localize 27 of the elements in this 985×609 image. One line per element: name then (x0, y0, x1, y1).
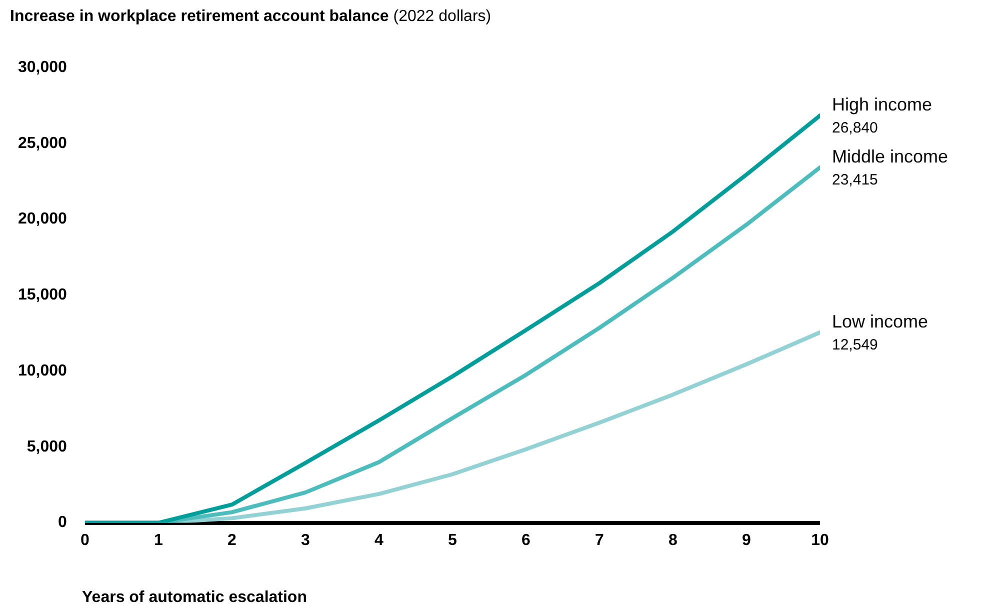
x-tick-label: 9 (742, 532, 752, 549)
x-axis-title: Years of automatic escalation (82, 589, 307, 607)
y-tick-label: 30,000 (18, 59, 68, 76)
x-tick-label: 0 (80, 532, 90, 549)
x-tick-label: 6 (522, 532, 531, 549)
x-tick-label: 1 (154, 532, 163, 549)
y-tick-label: 0 (58, 514, 68, 532)
data-label: 12,549 (832, 336, 878, 354)
series-label: High income (832, 94, 932, 115)
data-label: 26,840 (832, 120, 878, 137)
y-tick-label: 10,000 (18, 362, 68, 380)
series-label: Middle income (832, 146, 948, 166)
x-tick-label: 10 (811, 532, 829, 549)
x-tick-label: 3 (301, 532, 310, 549)
data-label: 23,415 (832, 172, 878, 189)
x-tick-label: 5 (448, 532, 458, 549)
y-tick-label: 25,000 (18, 134, 68, 152)
x-tick-label: 7 (595, 532, 604, 549)
x-tick-label: 4 (374, 532, 384, 549)
y-tick-label: 15,000 (18, 286, 68, 304)
x-tick-label: 2 (227, 532, 236, 549)
chart-title: Increase in workplace retirement account balance (10, 8, 389, 25)
series-label: Low income (832, 311, 928, 332)
chart-subtitle: (2022 dollars) (393, 8, 492, 25)
y-tick-label: 20,000 (18, 210, 68, 228)
y-tick-label: 5,000 (26, 438, 68, 456)
x-tick-label: 8 (668, 532, 678, 549)
